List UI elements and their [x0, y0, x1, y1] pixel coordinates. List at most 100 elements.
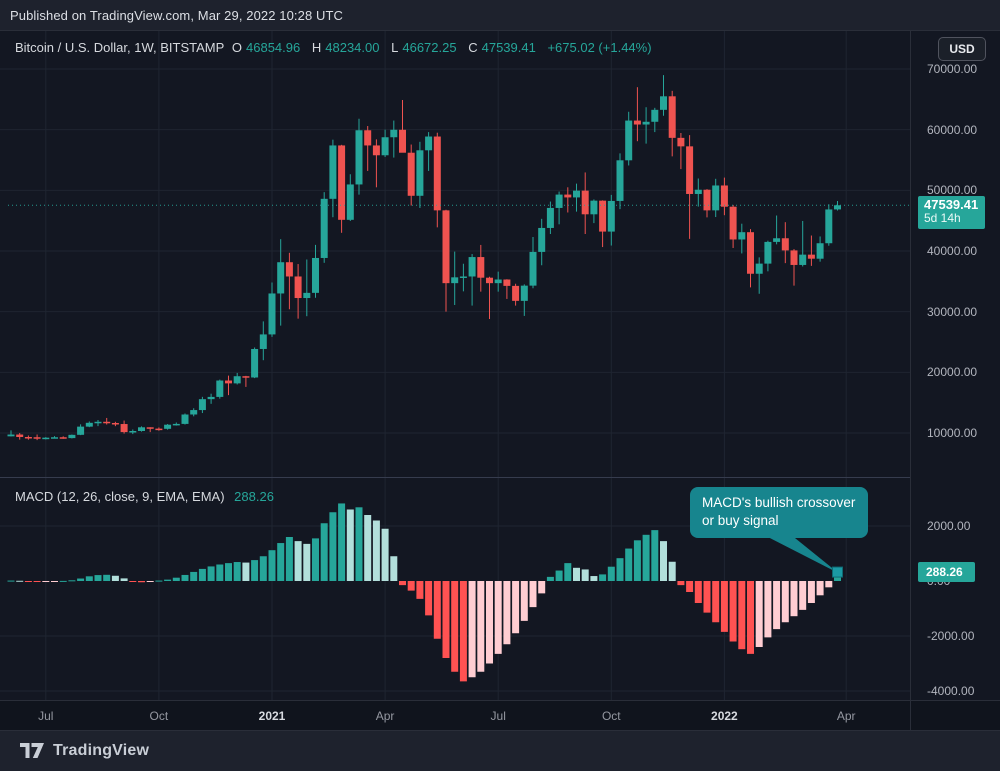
candle-body — [573, 190, 580, 198]
macd-hist-bar — [625, 548, 633, 581]
candle-body — [164, 424, 172, 429]
macd-hist-bar — [338, 503, 346, 581]
macd-hist-bar — [781, 581, 789, 623]
macd-hist-bar — [520, 581, 528, 621]
low-label: L 46672.25 — [391, 40, 457, 55]
macd-hist-bar — [642, 534, 650, 581]
candle-body — [503, 279, 511, 286]
candle-body — [677, 137, 685, 147]
macd-hist-bar — [103, 574, 111, 581]
candle-body — [451, 277, 459, 284]
candle-body — [651, 109, 659, 122]
candle-body — [216, 380, 224, 397]
candle-body — [364, 130, 372, 146]
macd-hist-bar — [538, 581, 546, 594]
tradingview-logo-icon[interactable] — [20, 742, 45, 759]
candle-body — [399, 129, 406, 153]
macd-hist-bar — [747, 581, 754, 654]
candle-body — [834, 205, 841, 210]
macd-hist-bar — [816, 581, 824, 596]
candle-body — [42, 437, 50, 440]
macd-hist-bar — [312, 538, 319, 581]
candle-body — [7, 434, 15, 437]
macd-title: MACD — [15, 489, 54, 504]
symbol-legend: Bitcoin / U.S. Dollar, 1W, BITSTAMP O 468… — [15, 40, 656, 55]
candle-body — [294, 276, 302, 299]
macd-hist-bar — [416, 581, 424, 599]
year-tick-label: 2022 — [711, 709, 738, 723]
macd-hist-bar — [346, 509, 354, 581]
candle-body — [329, 145, 337, 199]
macd-callout[interactable]: MACD's bullish crossover or buy signal — [690, 487, 868, 538]
published-bar: Published on TradingView.com, Mar 29, 20… — [0, 0, 1000, 30]
candle-body — [764, 241, 772, 264]
brand-text[interactable]: TradingView — [53, 741, 150, 759]
macd-hist-bar — [407, 581, 415, 591]
month-tick-label: Oct — [601, 709, 621, 723]
macd-hist-bar — [660, 541, 667, 581]
candle-body — [520, 285, 528, 301]
candle-body — [285, 262, 293, 277]
macd-hist-bar — [24, 581, 32, 582]
candle-body — [773, 238, 781, 242]
macd-legend: MACD (12, 26, close, 9, EMA, EMA) 288.26 — [15, 489, 274, 504]
candle-body — [425, 136, 433, 151]
macd-hist-bar — [294, 541, 302, 581]
callout-anchor-marker[interactable] — [832, 566, 843, 578]
candle-body — [607, 200, 615, 232]
candle-body — [24, 436, 32, 439]
macd-hist-bar — [155, 580, 163, 582]
price-scale-border — [910, 30, 911, 730]
axis-tick-label: 20000.00 — [927, 365, 978, 380]
candle-body — [459, 276, 467, 278]
macd-hist-bar — [399, 581, 406, 586]
macd-hist-bar — [329, 512, 337, 581]
macd-hist-bar — [755, 581, 763, 647]
candle-body — [85, 422, 93, 427]
macd-hist-bar — [207, 566, 215, 581]
candle-body — [233, 376, 241, 384]
bar-countdown: 5d 14h — [924, 211, 961, 225]
macd-current-value: 288.26 — [234, 489, 274, 504]
time-axis-strip[interactable] — [0, 700, 1000, 730]
candle-body — [129, 430, 137, 433]
currency-button[interactable]: USD — [938, 37, 986, 61]
macd-hist-bar — [16, 580, 24, 582]
candle-body — [468, 257, 476, 277]
close-value: 47539.41 — [481, 40, 536, 55]
candle-body — [442, 210, 450, 284]
macd-hist-bar — [320, 523, 328, 581]
macd-hist-bar — [451, 581, 459, 672]
macd-hist-bar — [468, 581, 476, 678]
macd-hist-bar — [433, 581, 441, 639]
candle-body — [668, 96, 676, 138]
axis-tick-label: 30000.00 — [927, 304, 978, 319]
candle-body — [94, 421, 102, 424]
candle-body — [790, 250, 798, 265]
candle-body — [155, 428, 163, 431]
macd-hist-bar — [190, 571, 198, 581]
pane-separator[interactable] — [0, 477, 910, 478]
candle-body — [138, 427, 145, 431]
candle-body — [486, 277, 493, 284]
candle-body — [816, 243, 824, 259]
candle-body — [16, 434, 24, 437]
macd-hist-bar — [555, 570, 563, 581]
candle-body — [546, 207, 554, 228]
candle-body — [807, 254, 815, 259]
candle-body — [111, 422, 119, 425]
candle-body — [51, 437, 58, 439]
macd-hist-bar — [442, 581, 450, 658]
macd-hist-bar — [703, 581, 711, 613]
macd-hist-bar — [738, 581, 746, 650]
macd-hist-bar — [503, 581, 511, 645]
macd-hist-bar — [172, 577, 180, 581]
macd-hist-bar — [277, 543, 285, 581]
open-value: 46854.96 — [246, 40, 301, 55]
macd-hist-bar — [390, 556, 398, 581]
candle-body — [381, 137, 389, 156]
candle-body — [747, 232, 754, 274]
last-price-label: 47539.41 5d 14h — [918, 196, 985, 229]
